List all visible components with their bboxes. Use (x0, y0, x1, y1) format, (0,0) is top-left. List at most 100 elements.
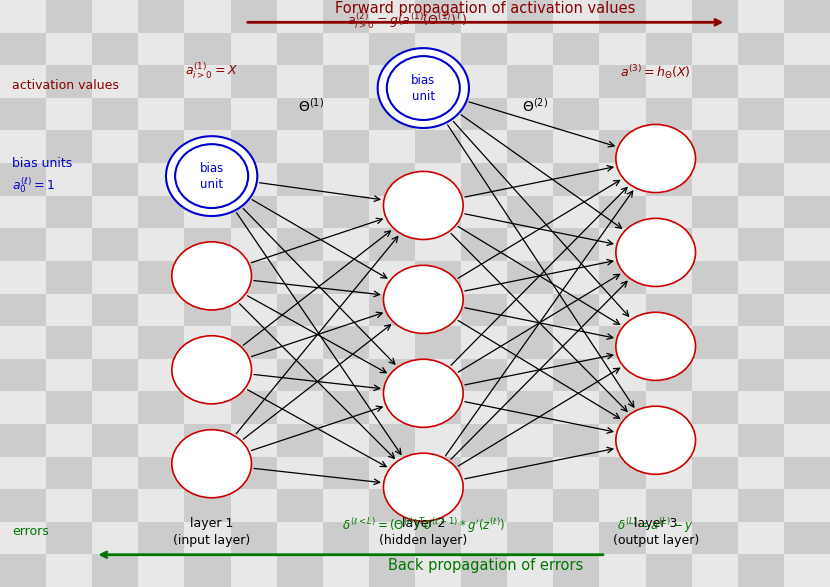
Bar (92, 326, 139, 359)
Bar (231, 392, 276, 424)
Bar (415, 0, 461, 33)
Bar (46, 228, 92, 261)
Bar (323, 195, 369, 228)
Text: layer 2
(hidden layer): layer 2 (hidden layer) (379, 517, 467, 546)
Bar (0, 392, 46, 424)
Bar (784, 359, 830, 392)
Bar (276, 392, 323, 424)
Bar (554, 163, 599, 195)
Bar (139, 359, 184, 392)
Bar (46, 294, 92, 326)
Bar (139, 98, 184, 130)
Bar (184, 424, 231, 457)
Bar (461, 130, 507, 163)
Bar (599, 130, 646, 163)
Bar (554, 33, 599, 65)
Bar (231, 228, 276, 261)
Ellipse shape (175, 144, 248, 208)
Text: $a_{i>0}^{(2)}=g(a^{(1)}(\Theta^{(1)})^T)$: $a_{i>0}^{(2)}=g(a^{(1)}(\Theta^{(1)})^T… (347, 10, 466, 31)
Bar (738, 163, 784, 195)
Bar (323, 522, 369, 554)
Bar (691, 359, 738, 392)
Bar (461, 195, 507, 228)
Bar (554, 261, 599, 294)
Bar (46, 261, 92, 294)
Bar (92, 489, 139, 522)
Bar (184, 195, 231, 228)
Bar (507, 522, 554, 554)
Text: activation values: activation values (12, 79, 120, 92)
Bar (738, 294, 784, 326)
Bar (0, 130, 46, 163)
Bar (323, 65, 369, 98)
Bar (507, 163, 554, 195)
Bar (46, 359, 92, 392)
Bar (0, 163, 46, 195)
Bar (554, 457, 599, 489)
Bar (599, 294, 646, 326)
Ellipse shape (172, 430, 251, 498)
Bar (231, 163, 276, 195)
Bar (738, 424, 784, 457)
Bar (0, 0, 46, 33)
Bar (599, 0, 646, 33)
Bar (139, 294, 184, 326)
Bar (507, 0, 554, 33)
Bar (323, 489, 369, 522)
Bar (599, 359, 646, 392)
Bar (461, 228, 507, 261)
Bar (139, 163, 184, 195)
Bar (369, 489, 415, 522)
Bar (461, 522, 507, 554)
Bar (507, 65, 554, 98)
Bar (646, 261, 691, 294)
Bar (415, 98, 461, 130)
Text: $a^{(3)}=h_\Theta(X)$: $a^{(3)}=h_\Theta(X)$ (620, 63, 691, 81)
Bar (554, 554, 599, 587)
Bar (276, 228, 323, 261)
Bar (231, 522, 276, 554)
Bar (92, 195, 139, 228)
Bar (415, 33, 461, 65)
Bar (415, 163, 461, 195)
Bar (276, 195, 323, 228)
Bar (139, 195, 184, 228)
Bar (784, 522, 830, 554)
Bar (738, 522, 784, 554)
Bar (276, 424, 323, 457)
Ellipse shape (616, 218, 696, 286)
Bar (554, 359, 599, 392)
Bar (92, 424, 139, 457)
Bar (554, 65, 599, 98)
Bar (738, 554, 784, 587)
Bar (415, 130, 461, 163)
Bar (599, 554, 646, 587)
Bar (646, 392, 691, 424)
Bar (46, 424, 92, 457)
Text: layer 3
(output layer): layer 3 (output layer) (613, 517, 699, 546)
Bar (461, 424, 507, 457)
Bar (323, 294, 369, 326)
Bar (46, 195, 92, 228)
Bar (231, 33, 276, 65)
Bar (323, 261, 369, 294)
Bar (784, 294, 830, 326)
Bar (738, 33, 784, 65)
Bar (184, 489, 231, 522)
Text: errors: errors (12, 525, 49, 538)
Bar (369, 195, 415, 228)
Bar (139, 261, 184, 294)
Bar (92, 65, 139, 98)
Bar (738, 326, 784, 359)
Bar (139, 554, 184, 587)
Bar (0, 457, 46, 489)
Bar (369, 163, 415, 195)
Bar (276, 294, 323, 326)
Bar (738, 0, 784, 33)
Bar (784, 195, 830, 228)
Bar (46, 457, 92, 489)
Bar (461, 65, 507, 98)
Bar (139, 228, 184, 261)
Bar (507, 359, 554, 392)
Bar (184, 261, 231, 294)
